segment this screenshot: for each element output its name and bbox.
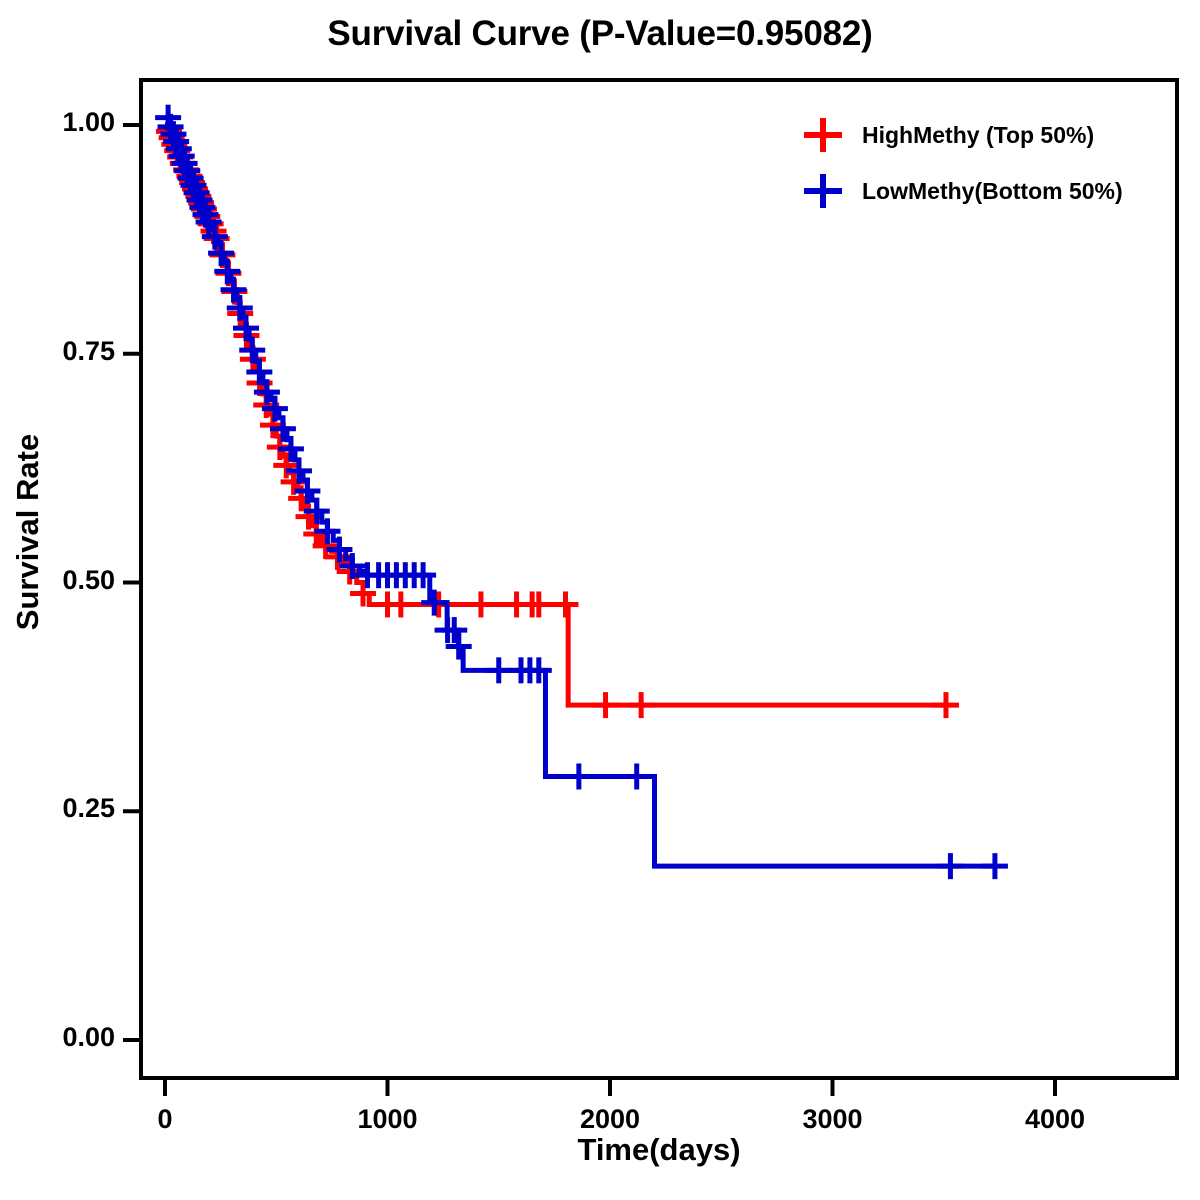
censor-marks-low-methy	[155, 104, 1008, 880]
x-tick-label: 0	[157, 1104, 173, 1134]
plot-border	[139, 78, 1179, 1080]
axes-frame	[139, 78, 1179, 1080]
x-tick-label: 3000	[802, 1104, 863, 1134]
y-tick-label: 1.00	[62, 107, 115, 137]
y-tick-label: 0.25	[62, 793, 115, 824]
series-line-high-methy	[165, 122, 946, 708]
legend-marker-low-methy	[804, 174, 842, 208]
legend-marker-high-methy	[804, 118, 842, 152]
x-tick-label: 1000	[357, 1104, 418, 1134]
y-tick-label: 0.00	[62, 1022, 115, 1052]
legend-item-low-methy: LowMethy(Bottom 50%)	[862, 178, 1123, 204]
page-title: Survival Curve (P-Value=0.95082)	[327, 14, 873, 53]
y-tick-label: 0.75	[62, 335, 115, 366]
series-line-low-methy	[165, 115, 995, 869]
series-lines	[155, 104, 1008, 880]
x-tick-label: 4000	[1024, 1104, 1086, 1134]
y-tick-label: 0.50	[62, 564, 115, 595]
legend-item-high-methy: HighMethy (Top 50%)	[862, 122, 1095, 148]
axis-ticks	[123, 123, 1057, 1096]
x-tick-label: 2000	[579, 1104, 641, 1134]
x-axis-label: Time(days)	[577, 1132, 741, 1167]
legend-markers	[804, 118, 842, 208]
